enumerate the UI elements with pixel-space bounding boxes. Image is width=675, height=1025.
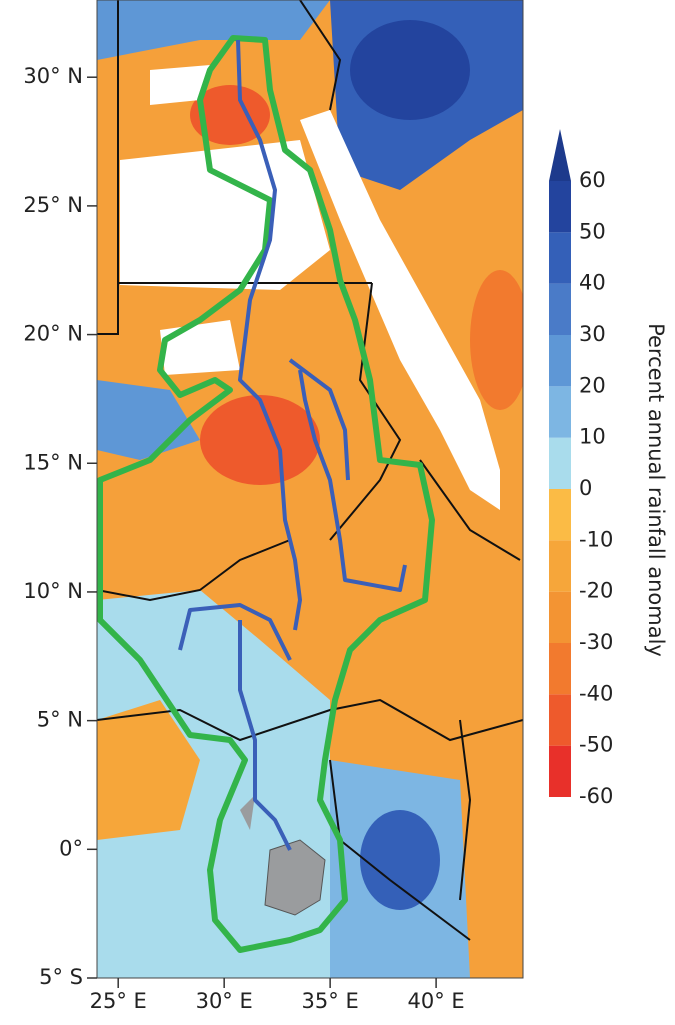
colorbar-segment	[549, 694, 571, 746]
region-dry	[97, 700, 200, 840]
colorbar-label: Percent annual rainfall anomaly	[644, 323, 668, 657]
y-tick-label: 20° N	[23, 322, 83, 346]
y-tick-label: 25° N	[23, 193, 83, 217]
colorbar-tick-label: -40	[579, 681, 613, 705]
colorbar-segment	[549, 591, 571, 643]
colorbar-segment	[549, 540, 571, 592]
y-tick-label: 15° N	[23, 450, 83, 474]
borders	[97, 0, 523, 941]
colorbar-segment	[549, 386, 571, 438]
colorbar-segment	[549, 335, 571, 387]
colorbar-segment	[549, 232, 571, 284]
colorbar-tick-label: -60	[579, 784, 613, 808]
colorbar-tick-label: -50	[579, 733, 613, 757]
rivers	[178, 39, 407, 851]
region-wet	[97, 380, 200, 460]
colorbar-tick-label: 10	[579, 425, 606, 449]
region-dry	[470, 270, 523, 410]
colorbar: -60 -50 -40 -30 -20 -10 0 10 20 30 40 50 60	[549, 129, 613, 808]
y-tick-label: 10° N	[23, 579, 83, 603]
lake-victoria	[264, 839, 326, 916]
x-tick-label: 35° E	[302, 989, 359, 1013]
colorbar-tick-label: 30	[579, 322, 606, 346]
colorbar-segment	[549, 489, 571, 541]
axes: 5° S 0° 5° N 10° N 15° N 20° N 25° N 30° N 25° E…	[23, 64, 464, 1013]
colorbar-tick-label: 50	[579, 219, 606, 243]
colorbar-segment	[549, 643, 571, 695]
x-tick-label: 40° E	[408, 989, 465, 1013]
y-tick-label: 30° N	[23, 64, 83, 88]
colorbar-tick-label: -20	[579, 579, 613, 603]
colorbar-segment	[549, 745, 571, 797]
lake	[240, 795, 255, 830]
y-tick-label: 5° S	[39, 965, 83, 989]
basin-outline	[97, 35, 435, 953]
map-frame	[96, 0, 524, 979]
colorbar-segment	[549, 283, 571, 335]
colorbar-tick-label: 0	[579, 476, 592, 500]
region-wet	[360, 810, 440, 910]
region-wet	[350, 20, 470, 120]
red-sea	[300, 110, 500, 510]
y-tick-label: 5° N	[37, 708, 83, 732]
map	[97, 0, 523, 978]
y-tick-label: 0°	[59, 836, 83, 860]
colorbar-tick-label: 60	[579, 168, 606, 192]
region-wet	[97, 0, 330, 60]
colorbar-tick-label: -10	[579, 527, 613, 551]
region-dry	[190, 85, 270, 145]
colorbar-tick-label: 40	[579, 271, 606, 295]
x-tick-label: 30° E	[196, 989, 253, 1013]
colorbar-segment	[549, 181, 571, 233]
region-dry	[200, 395, 320, 485]
colorbar-tick-label: -30	[579, 630, 613, 654]
x-tick-label: 25° E	[90, 989, 147, 1013]
colorbar-extend	[549, 129, 571, 181]
colorbar-segment	[549, 437, 571, 489]
colorbar-tick-label: 20	[579, 373, 606, 397]
no-data	[120, 65, 330, 375]
